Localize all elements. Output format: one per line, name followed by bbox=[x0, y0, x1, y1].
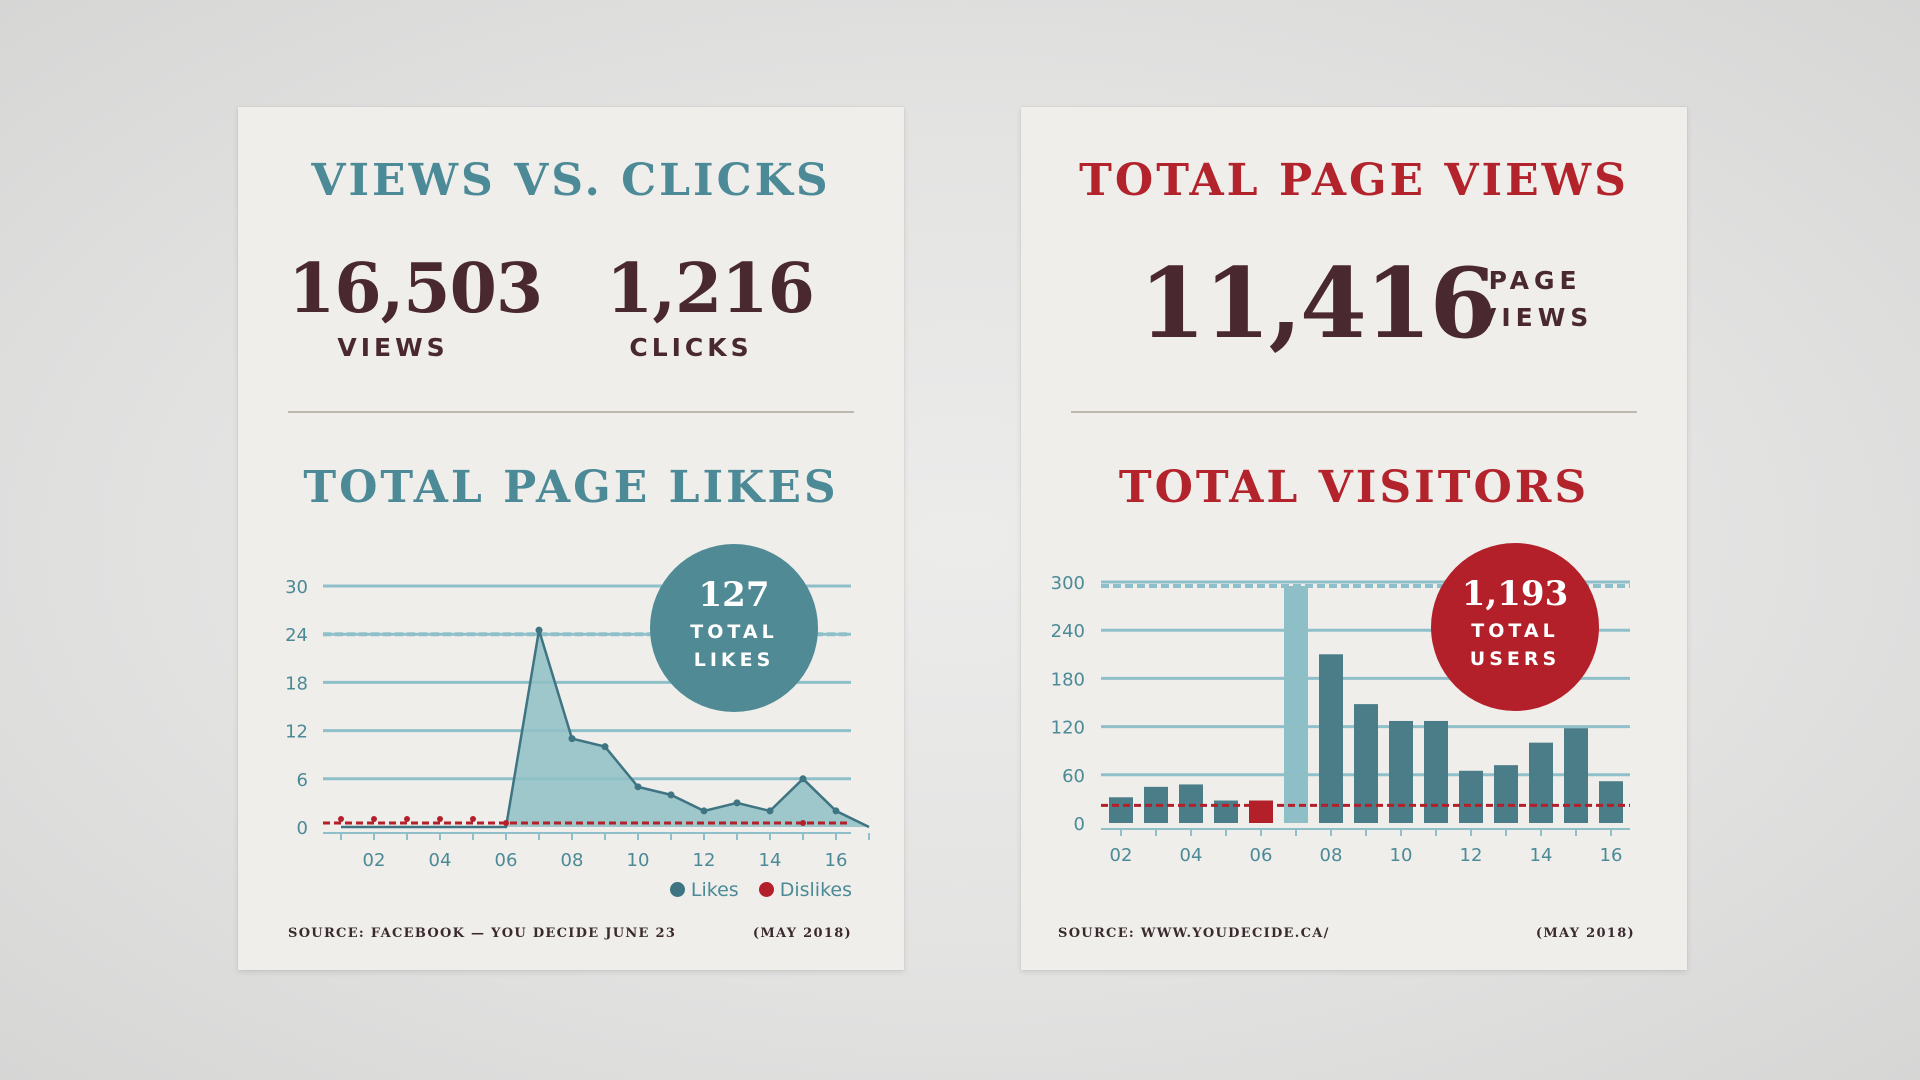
likes-point bbox=[601, 743, 609, 751]
dislikes-point bbox=[470, 815, 476, 822]
visitor-bar bbox=[1319, 654, 1343, 823]
views-clicks-title: VIEWS VS. CLICKS bbox=[311, 155, 831, 206]
y-tick-label: 18 bbox=[285, 673, 308, 694]
right-date: (MAY 2018) bbox=[1535, 926, 1635, 941]
visitor-bar bbox=[1459, 770, 1483, 823]
y-tick-label: 120 bbox=[1051, 718, 1085, 739]
dislikes-point bbox=[503, 819, 509, 826]
y-tick-label: 60 bbox=[1062, 766, 1085, 787]
legend-dislikes-label: Dislikes bbox=[779, 879, 852, 901]
likes-legend: Likes Dislikes bbox=[656, 879, 852, 901]
likes-title: TOTAL PAGE LIKES bbox=[303, 462, 839, 513]
visitor-bar bbox=[1529, 742, 1553, 823]
dislikes-point bbox=[404, 815, 410, 822]
likes-point bbox=[667, 791, 675, 799]
page-views-title: TOTAL PAGE VIEWS bbox=[1079, 155, 1629, 206]
visitors-chart: 0 60 120 180 240 300 02 04 06 08 10 12 14 16 bbox=[1051, 573, 1630, 866]
dislikes-point bbox=[800, 819, 806, 826]
total-users-badge: 1,193 TOTAL USERS bbox=[1431, 543, 1599, 711]
visitor-bar bbox=[1389, 720, 1413, 823]
likes-point bbox=[733, 799, 741, 807]
y-tick-label: 30 bbox=[285, 577, 308, 598]
left-divider bbox=[288, 411, 854, 413]
views-clicks-card: VIEWS VS. CLICKS 16,503 VIEWS 1,216 CLIC… bbox=[238, 107, 904, 970]
visitor-bar bbox=[1214, 800, 1238, 823]
visitor-bar bbox=[1424, 720, 1448, 823]
x-tick-label: 14 bbox=[1530, 845, 1553, 866]
dislikes-point bbox=[437, 815, 443, 822]
x-tick-label: 02 bbox=[1110, 845, 1133, 866]
total-likes-label-line2: LIKES bbox=[693, 649, 775, 671]
x-tick-label: 02 bbox=[363, 850, 386, 871]
dislikes-point bbox=[371, 815, 377, 822]
visitor-bar bbox=[1599, 781, 1623, 823]
page-views-label: PAGE VIEWS bbox=[1477, 262, 1593, 336]
total-likes-value: 127 bbox=[698, 575, 770, 615]
y-tick-label: 6 bbox=[297, 770, 308, 791]
x-tick-label: 14 bbox=[759, 850, 782, 871]
x-tick-label: 08 bbox=[561, 850, 584, 871]
views-label: VIEWS bbox=[337, 333, 449, 362]
y-tick-label: 180 bbox=[1051, 669, 1085, 690]
y-tick-label: 24 bbox=[285, 625, 308, 646]
total-likes-badge: 127 TOTAL LIKES bbox=[650, 544, 818, 712]
visitor-bar bbox=[1354, 704, 1378, 823]
likes-point bbox=[832, 807, 840, 815]
total-likes-label-line1: TOTAL bbox=[690, 621, 778, 643]
x-tick-label: 10 bbox=[1390, 845, 1413, 866]
visitor-bar bbox=[1109, 797, 1133, 823]
x-tick-label: 16 bbox=[825, 850, 848, 871]
x-tick-label: 12 bbox=[1460, 845, 1483, 866]
y-tick-label: 300 bbox=[1051, 573, 1085, 594]
likes-point bbox=[766, 807, 774, 815]
left-date: (MAY 2018) bbox=[752, 926, 852, 941]
x-tick-label: 16 bbox=[1600, 845, 1623, 866]
x-tick-label: 06 bbox=[495, 850, 518, 871]
left-source: SOURCE: FACEBOOK — YOU DECIDE JUNE 23 bbox=[288, 926, 677, 941]
likes-point bbox=[799, 775, 807, 783]
legend-likes: Likes bbox=[669, 879, 739, 901]
visitors-title: TOTAL VISITORS bbox=[1118, 462, 1590, 513]
page-views-card: TOTAL PAGE VIEWS 11,416 PAGE VIEWS TOTAL… bbox=[1021, 107, 1687, 970]
page-views-label-line1: PAGE bbox=[1488, 266, 1582, 295]
page-views-value: 11,416 bbox=[1139, 247, 1496, 360]
y-tick-label: 12 bbox=[285, 722, 308, 743]
right-divider bbox=[1071, 411, 1637, 413]
total-users-value: 1,193 bbox=[1461, 574, 1569, 614]
visitor-bar bbox=[1494, 765, 1518, 823]
x-tick-label: 08 bbox=[1320, 845, 1343, 866]
likes-area bbox=[341, 630, 869, 827]
x-tick-label: 12 bbox=[693, 850, 716, 871]
likes-point bbox=[700, 807, 708, 815]
x-tick-label: 04 bbox=[429, 850, 452, 871]
clicks-label: CLICKS bbox=[629, 333, 753, 362]
legend-likes-label: Likes bbox=[690, 879, 739, 901]
visitor-bar bbox=[1179, 784, 1203, 823]
visitor-bar bbox=[1284, 586, 1308, 823]
x-tick-label: 06 bbox=[1250, 845, 1273, 866]
likes-point bbox=[535, 626, 543, 634]
y-tick-label: 0 bbox=[297, 818, 308, 839]
y-tick-label: 0 bbox=[1074, 814, 1085, 835]
likes-dot-icon bbox=[669, 882, 685, 897]
x-tick-label: 10 bbox=[627, 850, 650, 871]
total-users-label-line1: TOTAL bbox=[1471, 620, 1559, 642]
x-tick-label: 04 bbox=[1180, 845, 1203, 866]
dislikes-dot-icon bbox=[758, 882, 774, 897]
total-users-label-line2: USERS bbox=[1469, 648, 1561, 670]
legend-dislikes: Dislikes bbox=[758, 879, 852, 901]
visitor-bar bbox=[1564, 728, 1588, 823]
likes-point bbox=[634, 783, 642, 791]
page-views-label-line2: VIEWS bbox=[1477, 303, 1594, 332]
y-tick-label: 240 bbox=[1051, 621, 1085, 642]
likes-point bbox=[568, 735, 576, 743]
dislikes-point bbox=[338, 815, 344, 822]
right-source: SOURCE: WWW.YOUDECIDE.CA/ bbox=[1058, 926, 1330, 941]
